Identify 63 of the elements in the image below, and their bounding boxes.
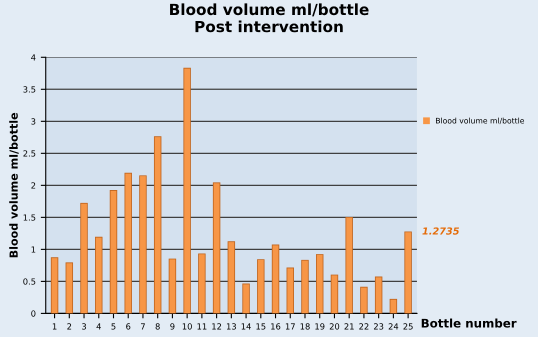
x-tick-label: 4 xyxy=(96,323,101,330)
x-tick-label: 24 xyxy=(388,323,398,330)
x-tick-label: 7 xyxy=(140,323,145,330)
y-tick-label: 0.5 xyxy=(23,278,36,285)
bar xyxy=(301,260,309,314)
bar xyxy=(198,253,206,314)
bar xyxy=(257,259,265,314)
bar xyxy=(124,172,132,314)
x-tick-label: 3 xyxy=(82,323,86,330)
x-axis-title: Bottle number xyxy=(422,318,517,328)
y-tick-label: 0 xyxy=(31,310,36,317)
x-tick-label: 5 xyxy=(111,323,116,330)
bar xyxy=(345,216,353,314)
x-tick-label: 14 xyxy=(242,323,251,330)
x-tick-label: 20 xyxy=(330,323,340,330)
x-tick-label: 9 xyxy=(170,323,174,330)
x-tick-label: 23 xyxy=(374,323,384,330)
bar xyxy=(168,258,176,314)
chart-title: Blood volume ml/bottle Post intervention xyxy=(170,3,369,32)
x-tick-label: 10 xyxy=(182,323,192,330)
bar xyxy=(286,268,294,314)
bar xyxy=(212,182,220,314)
annotation: 1.2735 xyxy=(422,227,460,235)
x-tick-label: 21 xyxy=(344,323,354,330)
bar xyxy=(183,68,191,314)
x-tick-label: 1 xyxy=(52,323,56,330)
bar xyxy=(374,276,382,314)
bar xyxy=(404,231,412,314)
x-tick-label: 8 xyxy=(156,323,160,330)
x-tick-label: 13 xyxy=(226,323,236,330)
bar xyxy=(272,244,280,314)
y-tick-label: 1.5 xyxy=(24,214,36,221)
x-tick-label: 16 xyxy=(271,323,280,330)
y-tick-label: 2.5 xyxy=(23,150,36,157)
bar xyxy=(80,202,88,314)
y-tick-label: 4 xyxy=(31,54,36,60)
bar xyxy=(242,284,250,314)
bar xyxy=(316,254,324,314)
bar xyxy=(66,262,74,314)
y-tick-label: 3.5 xyxy=(23,86,36,93)
y-tick-label: 1 xyxy=(32,246,36,253)
bar xyxy=(95,236,102,314)
bar xyxy=(154,136,162,314)
bar xyxy=(50,257,58,314)
x-tick-label: 12 xyxy=(212,323,222,330)
x-tick-label: 25 xyxy=(403,323,413,330)
bar xyxy=(360,286,368,314)
x-tick-label: 2 xyxy=(67,323,72,330)
x-tick-label: 22 xyxy=(359,323,368,330)
bar xyxy=(390,298,398,314)
x-tick-label: 19 xyxy=(315,323,324,330)
y-tick-label: 2 xyxy=(31,182,36,189)
y-axis-title: Blood volume ml/bottle xyxy=(9,112,19,258)
x-tick-label: 17 xyxy=(286,323,295,330)
x-tick-label: 18 xyxy=(300,323,310,330)
x-tick-label: 6 xyxy=(126,323,130,330)
x-tick-label: 15 xyxy=(256,323,266,330)
bar xyxy=(330,274,338,314)
y-tick-label: 3 xyxy=(31,118,36,125)
bar xyxy=(110,190,118,314)
bar xyxy=(139,175,147,314)
bar xyxy=(228,241,236,314)
x-tick-label: 11 xyxy=(197,323,206,330)
